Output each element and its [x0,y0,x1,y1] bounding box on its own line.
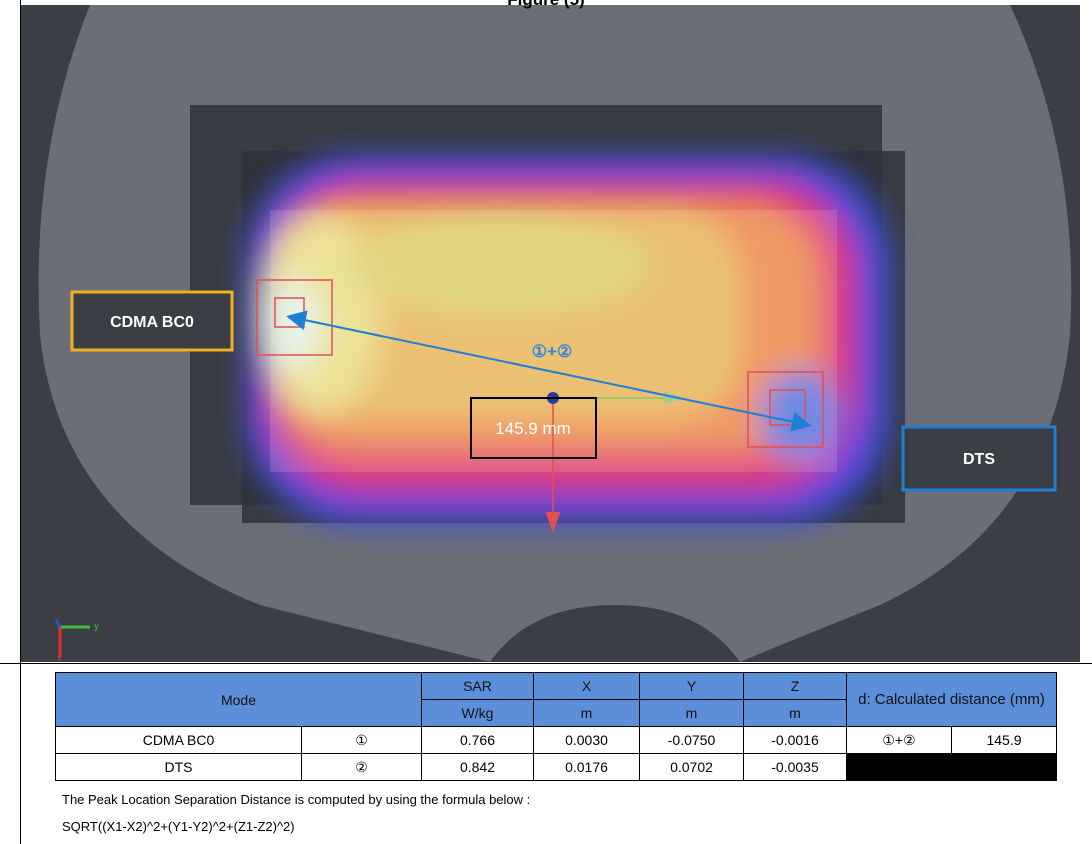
axis-x-label: x [57,653,62,662]
cell: 0.842 [421,753,534,781]
sar-image: ①+② 145.9 mm CDMA BC0 DTS y x [20,5,1080,662]
blank-cell [846,753,952,781]
pair-label: ①+② [532,342,572,361]
unit-cell: m [743,699,847,727]
note: The Peak Location Separation Distance is… [62,792,531,807]
cell: -0.0750 [639,726,744,754]
cell: CDMA BC0 [55,726,302,754]
header-cell: Z [743,672,847,700]
unit-cell: W/kg [421,699,534,727]
cell: DTS [55,753,302,781]
header-cell: SAR [421,672,534,700]
header-cell: Y [639,672,744,700]
unit-cell: m [533,699,640,727]
cell: 0.0702 [639,753,744,781]
blank-cell [951,753,1057,781]
cell: -0.0016 [743,726,847,754]
cell: ①+② [846,726,952,754]
mode-b-label: DTS [963,451,995,468]
sar-table: Mode SAR X Y Z d: Calculated distance (m… [55,672,1057,781]
cell: 0.0030 [533,726,640,754]
axis-y-label: y [94,621,99,632]
mode-a-label: CDMA BC0 [110,314,194,331]
cell: ② [301,753,422,781]
cell: 0.0176 [533,753,640,781]
frame-line [0,663,1092,664]
header-cell: X [533,672,640,700]
unit-cell: m [639,699,744,727]
note: SQRT((X1-X2)^2+(Y1-Y2)^2+(Z1-Z2)^2) [62,819,295,834]
figure-title: Figure (5) [0,0,1092,10]
header-cell: d: Calculated distance (mm) [846,672,1057,727]
frame-line [20,0,21,844]
header-cell: Mode [55,672,422,727]
cell: -0.0035 [743,753,847,781]
distance-label: 145.9 mm [495,419,571,438]
cell: 145.9 [951,726,1057,754]
cell: ① [301,726,422,754]
cell: 0.766 [421,726,534,754]
